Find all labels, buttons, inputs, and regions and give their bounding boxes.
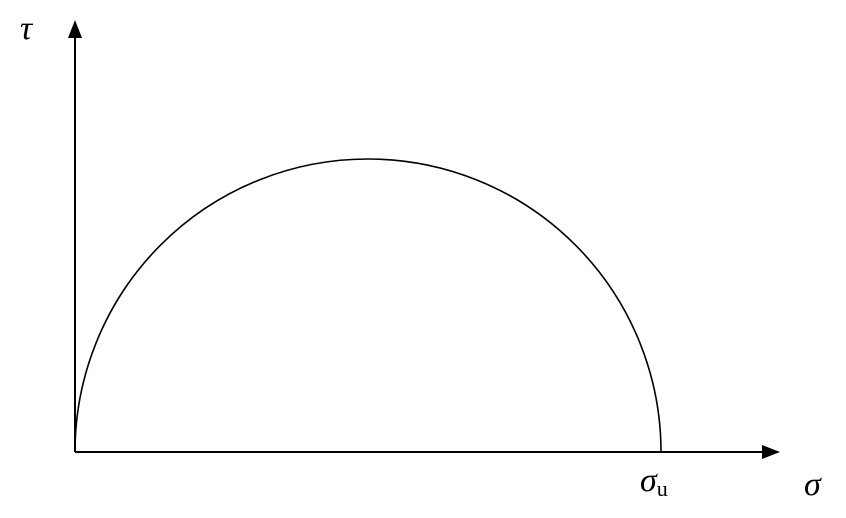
sigma-u-symbol: σ	[640, 462, 657, 499]
diagram-canvas: τ σ σu	[0, 0, 846, 518]
mohr-curve	[75, 159, 661, 452]
sigma-u-label: σu	[640, 462, 668, 500]
y-axis	[68, 20, 82, 452]
diagram-svg	[0, 0, 846, 518]
tau-label: τ	[20, 10, 32, 48]
sigma-label: σ	[804, 466, 821, 504]
tau-symbol: τ	[20, 10, 32, 47]
x-axis	[75, 445, 780, 459]
sigma-symbol: σ	[804, 466, 821, 503]
sigma-u-subscript: u	[657, 476, 668, 501]
